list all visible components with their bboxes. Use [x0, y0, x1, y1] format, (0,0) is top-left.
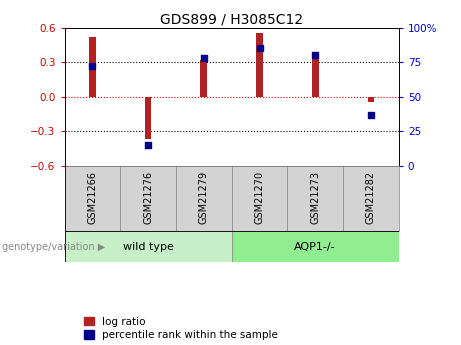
Point [200, 55, 207, 61]
Bar [343, 166, 399, 231]
Bar [312, 56, 319, 97]
Legend: log ratio, percentile rank within the sample: log ratio, percentile rank within the sa… [83, 317, 278, 340]
Text: wild type: wild type [123, 242, 173, 252]
Bar [256, 33, 263, 97]
Bar [145, 97, 151, 139]
Point [256, 46, 263, 51]
Bar [367, 97, 374, 102]
Bar [89, 37, 96, 97]
Text: GSM21279: GSM21279 [199, 171, 209, 224]
Bar [287, 166, 343, 231]
Text: GSM21270: GSM21270 [254, 171, 265, 224]
Bar [65, 231, 231, 262]
Point [312, 52, 319, 58]
Text: GSM21273: GSM21273 [310, 171, 320, 224]
Point [89, 63, 96, 69]
Bar [231, 166, 287, 231]
Text: GSM21266: GSM21266 [88, 171, 97, 224]
Title: GDS899 / H3085C12: GDS899 / H3085C12 [160, 12, 303, 27]
Point [367, 112, 375, 117]
Point [144, 142, 152, 148]
Bar [65, 166, 120, 231]
Text: GSM21276: GSM21276 [143, 171, 153, 224]
Bar [120, 166, 176, 231]
Text: GSM21282: GSM21282 [366, 171, 376, 224]
Bar [201, 60, 207, 97]
Bar [176, 166, 231, 231]
Text: AQP1-/-: AQP1-/- [295, 242, 336, 252]
Bar [231, 231, 399, 262]
Text: genotype/variation ▶: genotype/variation ▶ [2, 242, 106, 252]
